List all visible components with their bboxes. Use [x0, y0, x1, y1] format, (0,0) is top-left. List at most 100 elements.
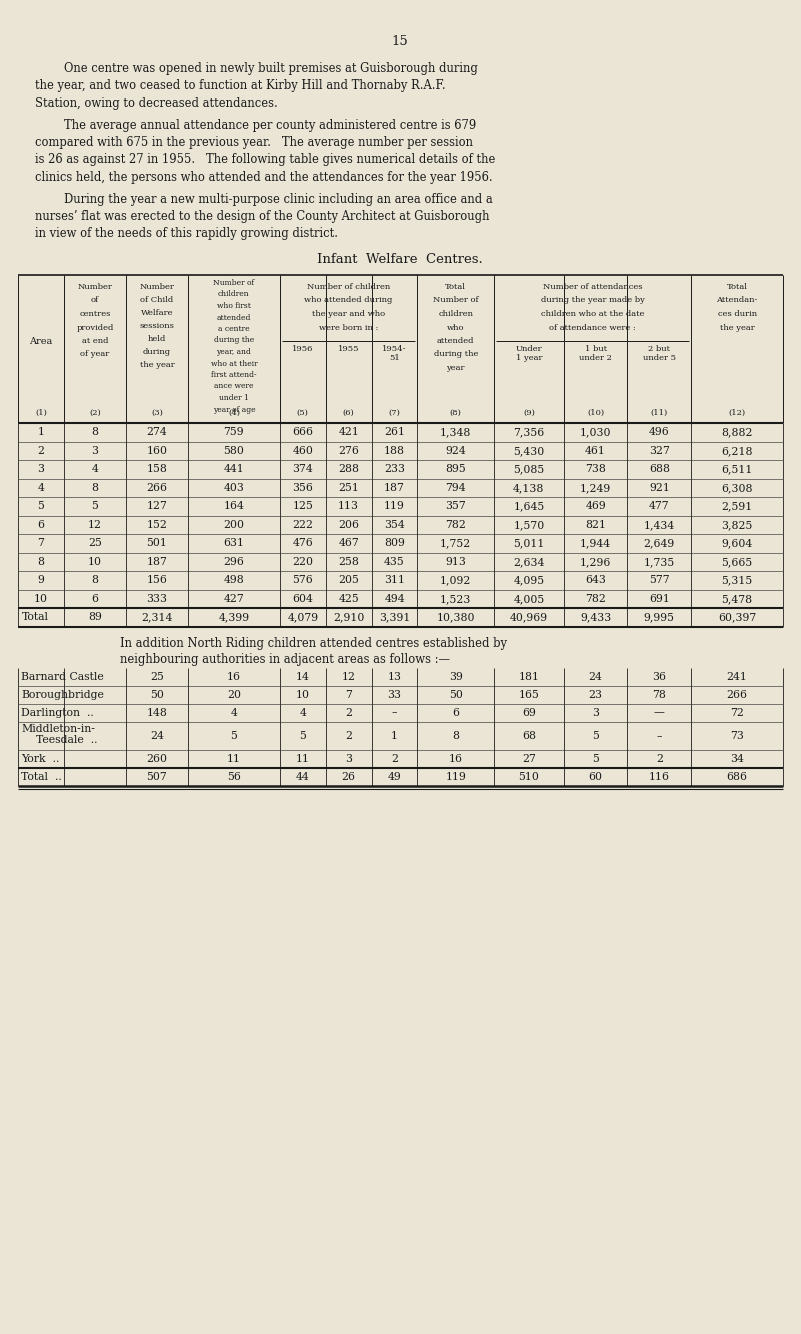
Text: The average annual attendance per county administered centre is 679: The average annual attendance per county… — [35, 119, 477, 132]
Text: 2: 2 — [391, 754, 398, 764]
Text: 5: 5 — [592, 754, 599, 764]
Text: 666: 666 — [292, 427, 313, 438]
Text: 356: 356 — [292, 483, 313, 492]
Text: (12): (12) — [729, 410, 746, 418]
Text: 16: 16 — [227, 671, 241, 682]
Text: the year and who: the year and who — [312, 309, 385, 317]
Text: 333: 333 — [147, 594, 167, 604]
Text: Teesdale  ..: Teesdale .. — [29, 735, 98, 746]
Text: attended: attended — [217, 313, 251, 321]
Text: 11: 11 — [296, 754, 310, 764]
Text: during the: during the — [433, 351, 478, 359]
Text: 233: 233 — [384, 464, 405, 475]
Text: (3): (3) — [151, 410, 163, 418]
Text: 3: 3 — [592, 707, 599, 718]
Text: 2: 2 — [345, 731, 352, 740]
Text: 2: 2 — [345, 707, 352, 718]
Text: 759: 759 — [223, 427, 244, 438]
Text: 36: 36 — [652, 671, 666, 682]
Text: (5): (5) — [297, 410, 308, 418]
Text: were born in :: were born in : — [319, 324, 378, 332]
Text: 188: 188 — [384, 446, 405, 456]
Text: 2,591: 2,591 — [722, 502, 753, 511]
Text: During the year a new multi-purpose clinic including an area office and a: During the year a new multi-purpose clin… — [35, 192, 493, 205]
Text: 276: 276 — [338, 446, 359, 456]
Text: 78: 78 — [652, 690, 666, 699]
Text: nurses’ flat was erected to the design of the County Architect at Guisborough: nurses’ flat was erected to the design o… — [35, 209, 489, 223]
Text: year of age: year of age — [212, 406, 256, 414]
Text: 119: 119 — [384, 502, 405, 511]
Text: 251: 251 — [338, 483, 359, 492]
Text: 187: 187 — [147, 556, 167, 567]
Text: 26: 26 — [342, 772, 356, 782]
Text: 4: 4 — [231, 707, 237, 718]
Text: 200: 200 — [223, 520, 244, 530]
Text: 924: 924 — [445, 446, 466, 456]
Text: 60: 60 — [589, 772, 602, 782]
Text: 403: 403 — [223, 483, 244, 492]
Text: during the: during the — [214, 336, 254, 344]
Text: 68: 68 — [521, 731, 536, 740]
Text: 427: 427 — [223, 594, 244, 604]
Text: Darlington  ..: Darlington .. — [21, 707, 94, 718]
Text: 604: 604 — [292, 594, 313, 604]
Text: 24: 24 — [589, 671, 602, 682]
Text: 7,356: 7,356 — [513, 427, 545, 438]
Text: 24: 24 — [150, 731, 164, 740]
Text: (2): (2) — [89, 410, 101, 418]
Text: 25: 25 — [88, 538, 102, 548]
Text: 89: 89 — [88, 612, 102, 622]
Text: 10: 10 — [88, 556, 102, 567]
Text: 643: 643 — [586, 575, 606, 586]
Text: 288: 288 — [338, 464, 359, 475]
Text: 1,092: 1,092 — [440, 575, 472, 586]
Text: (4): (4) — [228, 410, 240, 418]
Text: 5,430: 5,430 — [513, 446, 545, 456]
Text: 688: 688 — [649, 464, 670, 475]
Text: 113: 113 — [338, 502, 359, 511]
Text: 577: 577 — [649, 575, 670, 586]
Text: 40,969: 40,969 — [509, 612, 548, 622]
Text: is 26 as against 27 in 1955.   The following table gives numerical details of th: is 26 as against 27 in 1955. The followi… — [35, 153, 495, 167]
Text: of Child: of Child — [140, 296, 174, 304]
Text: 4,138: 4,138 — [513, 483, 545, 492]
Text: 10,380: 10,380 — [437, 612, 475, 622]
Text: 25: 25 — [150, 671, 164, 682]
Text: (6): (6) — [343, 410, 355, 418]
Text: 8: 8 — [453, 731, 459, 740]
Text: 165: 165 — [518, 690, 539, 699]
Text: 156: 156 — [147, 575, 167, 586]
Text: 49: 49 — [388, 772, 401, 782]
Text: year, and: year, and — [216, 348, 252, 356]
Text: (1): (1) — [35, 410, 47, 418]
Text: held: held — [148, 335, 166, 343]
Text: 296: 296 — [223, 556, 244, 567]
Text: 1: 1 — [38, 427, 44, 438]
Text: 9,995: 9,995 — [644, 612, 674, 622]
Text: 357: 357 — [445, 502, 466, 511]
Text: 6: 6 — [453, 707, 459, 718]
Text: Total: Total — [22, 612, 49, 622]
Text: 1954-
51: 1954- 51 — [382, 346, 407, 363]
Text: 794: 794 — [445, 483, 466, 492]
Text: the year: the year — [139, 362, 175, 370]
Text: 69: 69 — [522, 707, 536, 718]
Text: 119: 119 — [445, 772, 466, 782]
Text: 425: 425 — [338, 594, 359, 604]
Text: 311: 311 — [384, 575, 405, 586]
Text: 7: 7 — [38, 538, 44, 548]
Text: 1,944: 1,944 — [580, 538, 611, 548]
Text: 50: 50 — [449, 690, 463, 699]
Text: 8: 8 — [91, 483, 99, 492]
Text: 187: 187 — [384, 483, 405, 492]
Text: Welfare: Welfare — [141, 309, 173, 317]
Text: 631: 631 — [223, 538, 244, 548]
Text: 1,249: 1,249 — [580, 483, 611, 492]
Text: 782: 782 — [586, 594, 606, 604]
Text: 5: 5 — [300, 731, 306, 740]
Text: 2 but
under 5: 2 but under 5 — [643, 346, 676, 363]
Text: 160: 160 — [147, 446, 167, 456]
Text: 39: 39 — [449, 671, 463, 682]
Text: of year: of year — [80, 351, 110, 359]
Text: 1 but
under 2: 1 but under 2 — [579, 346, 612, 363]
